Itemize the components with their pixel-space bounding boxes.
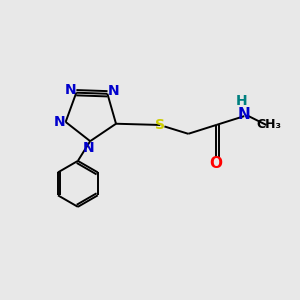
Text: N: N	[53, 115, 65, 129]
Text: S: S	[155, 118, 165, 132]
Text: N: N	[238, 107, 250, 122]
Text: N: N	[64, 83, 76, 97]
Text: N: N	[107, 84, 119, 98]
Text: O: O	[210, 156, 223, 171]
Text: N: N	[83, 141, 94, 154]
Text: CH₃: CH₃	[257, 118, 282, 131]
Text: H: H	[236, 94, 247, 108]
